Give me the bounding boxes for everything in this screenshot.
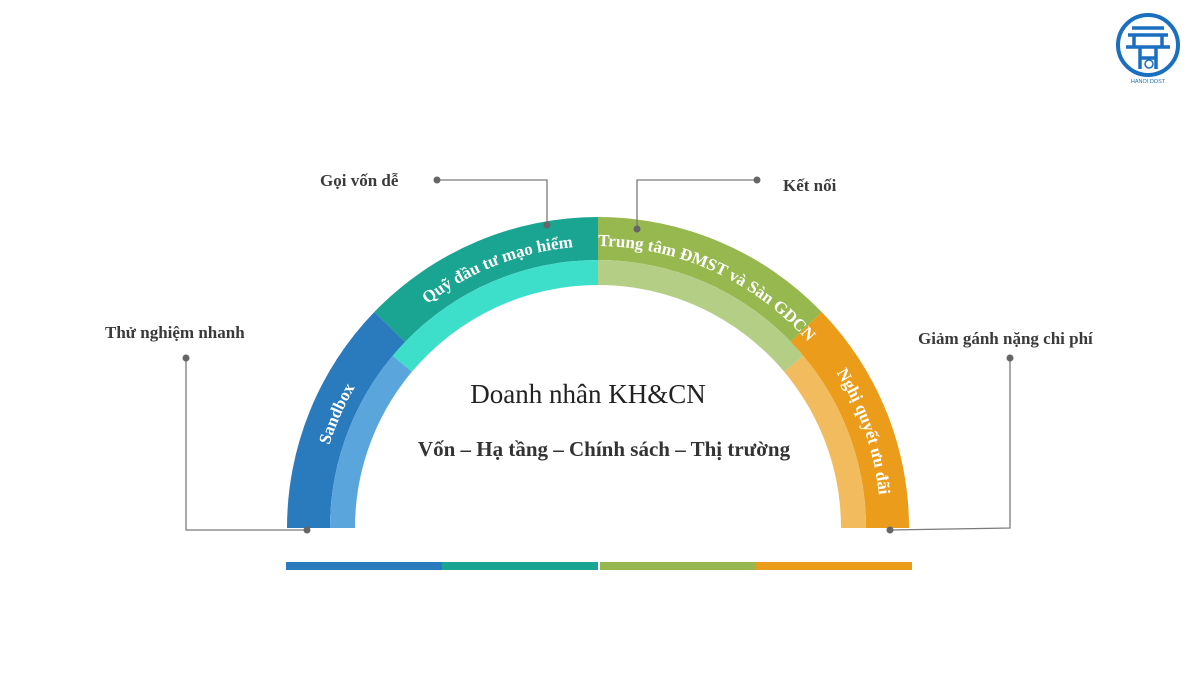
bar-orange	[756, 562, 912, 570]
arc-inner-sandbox	[330, 355, 412, 528]
connector-lines	[185, 179, 1011, 531]
center-subtitle: Vốn – Hạ tầng – Chính sách – Thị trường	[418, 437, 791, 461]
svg-text:HANOI DOST: HANOI DOST	[1131, 79, 1166, 85]
callout-ket-noi: Kết nối	[783, 176, 837, 195]
arc-inner-trung-tam	[598, 260, 804, 372]
arc-outer-quy	[374, 217, 598, 342]
bar-blue	[286, 562, 442, 570]
arc-inner-quy	[392, 260, 598, 372]
center-title: Doanh nhân KH&CN	[470, 379, 705, 409]
callout-goi-von: Gọi vốn dễ	[320, 171, 399, 190]
connector-dots	[182, 176, 1014, 534]
callout-giam-ganh-nang: Giảm gánh nặng chi phí	[918, 329, 1093, 348]
hanoi-dost-logo: HANOI DOST	[1116, 13, 1180, 85]
bar-green	[600, 562, 756, 570]
bar-teal	[442, 562, 598, 570]
arc-outer-trung-tam	[598, 217, 822, 342]
arc-outer-nghi-quyet	[790, 311, 909, 528]
callout-thu-nghiem: Thử nghiệm nhanh	[105, 323, 245, 342]
arc-inner-nghi-quyet	[784, 355, 866, 528]
arc-outer-sandbox	[287, 311, 406, 528]
